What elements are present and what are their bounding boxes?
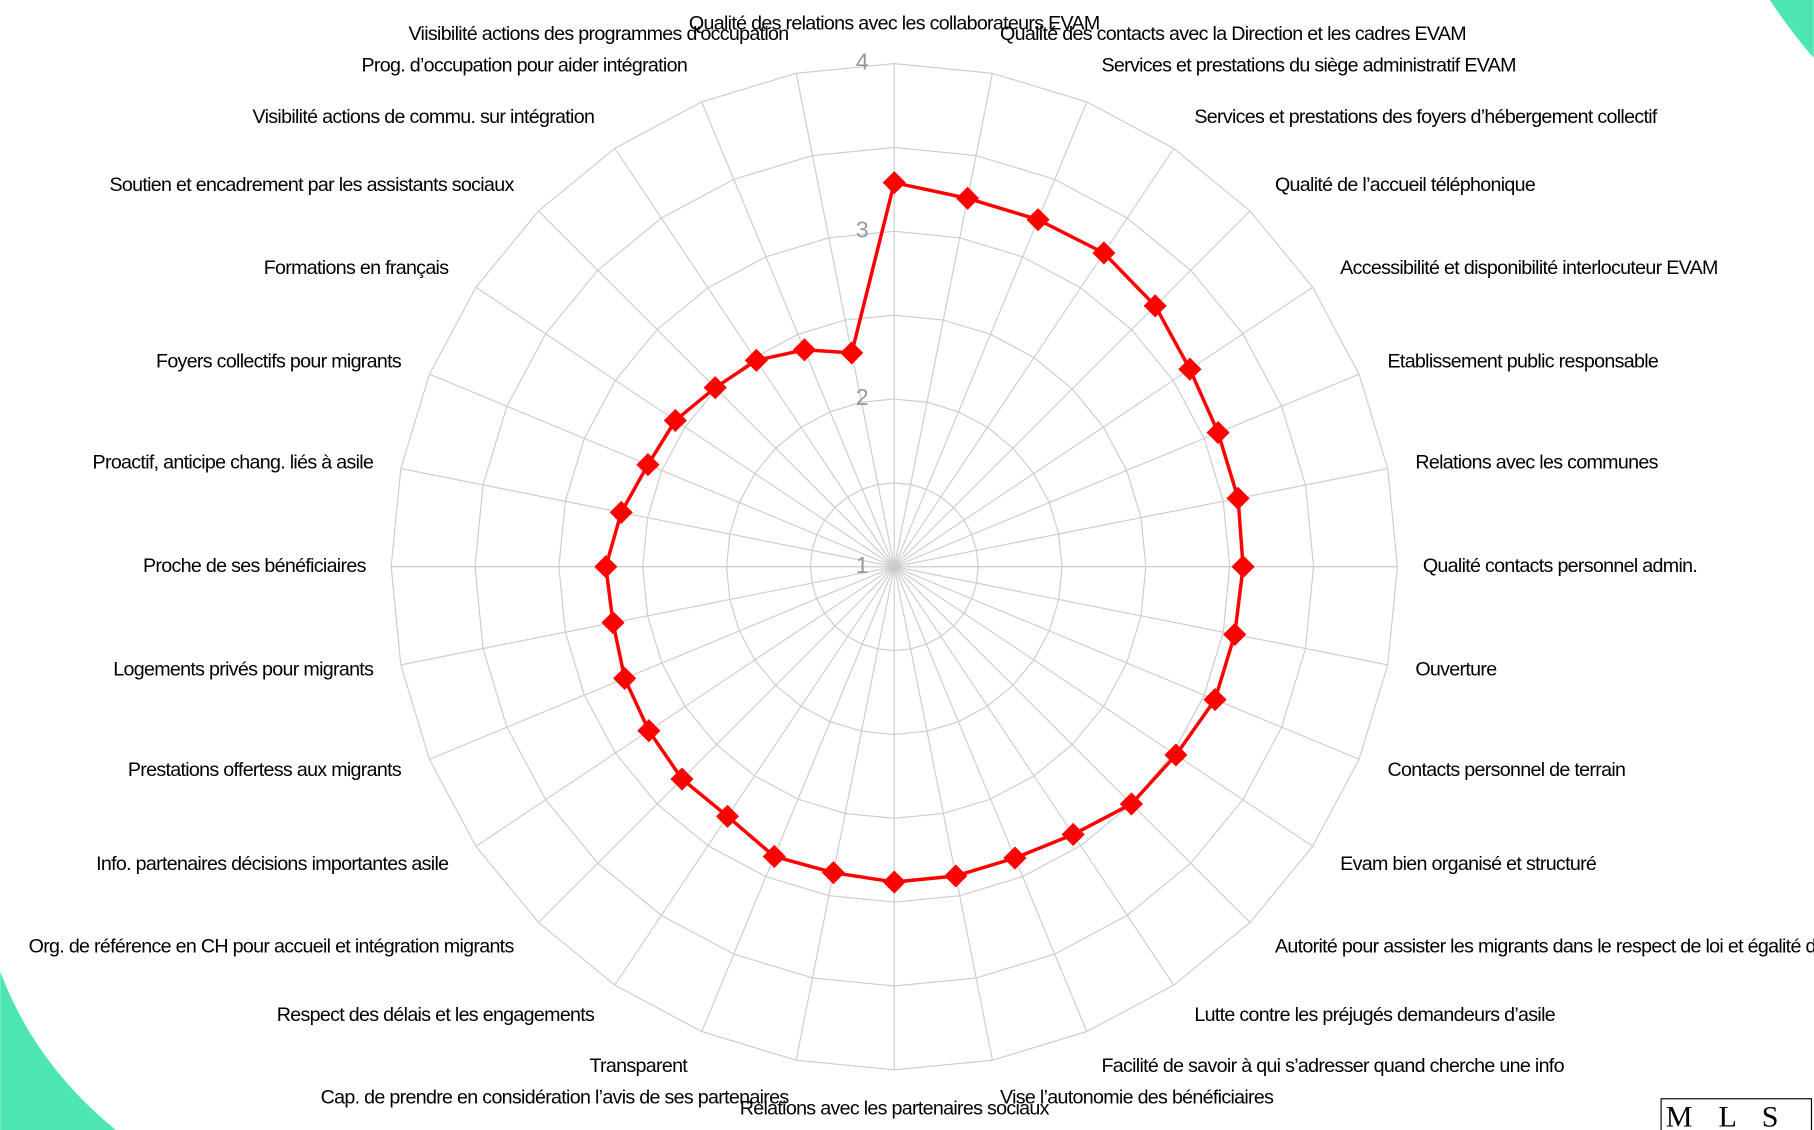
category-label: Ouverture	[1415, 659, 1497, 681]
category-label: Relations avec les communes	[1415, 451, 1658, 473]
data-point	[670, 767, 694, 791]
spoke	[893, 73, 993, 567]
category-label: Facilité de savoir à qui s’adresser quan…	[1101, 1055, 1564, 1077]
data-point	[955, 186, 980, 210]
data-point	[637, 719, 661, 743]
category-label: Qualité des relations avec les collabora…	[689, 12, 1100, 34]
data-point	[594, 555, 618, 579]
category-label: Cap. de prendre en considération l’avis …	[321, 1087, 790, 1109]
data-point	[882, 870, 906, 894]
data-point	[1206, 421, 1230, 445]
spoke	[893, 148, 1175, 568]
category-label: Proactif, anticipe chang. liés à asile	[93, 451, 374, 473]
spoke	[894, 373, 1360, 568]
spoke	[400, 468, 895, 568]
data-point	[944, 864, 968, 888]
data-point	[1223, 622, 1247, 647]
category-label: Foyers collectifs pour migrants	[156, 351, 402, 373]
spoke	[429, 373, 895, 568]
tick-label: 3	[856, 216, 868, 242]
data-point	[882, 171, 906, 195]
category-label: Logements privés pour migrants	[113, 659, 374, 681]
data-point	[609, 500, 633, 524]
data-point	[1003, 846, 1027, 870]
data-point	[821, 861, 845, 885]
category-label: Info. partenaires décisions importantes …	[96, 853, 449, 875]
category-label: Soutien et encadrement par les assistant…	[109, 174, 514, 196]
spoke	[400, 566, 895, 666]
category-label: Formations en français	[264, 257, 450, 279]
spoke	[701, 101, 895, 567]
category-label: Contacts personnel de terrain	[1388, 759, 1626, 781]
data-point	[762, 844, 786, 869]
category-label: Viisibilité actions des programmes d’occ…	[408, 23, 788, 45]
spoke	[893, 566, 993, 1061]
spoke	[894, 566, 1388, 666]
spoke	[893, 566, 1175, 986]
spoke	[538, 566, 895, 923]
data-point	[636, 453, 660, 477]
data-point	[1226, 486, 1250, 510]
category-label: Org. de référence en CH pour accueil et …	[29, 936, 515, 958]
spoke	[429, 566, 895, 760]
spoke	[701, 566, 895, 1032]
tick-label: 2	[856, 384, 868, 410]
tick-label: 1	[856, 552, 868, 578]
logo: M L S	[1666, 1099, 1788, 1130]
category-label: Evam bien organisé et structuré	[1340, 853, 1597, 875]
spoke	[894, 468, 1388, 568]
category-label: Qualité des contacts avec la Direction e…	[1000, 23, 1466, 45]
category-label: Relations avec les partenaires sociaux	[740, 1097, 1050, 1119]
data-point	[663, 408, 687, 433]
category-label: Autorité pour assister les migrants dans…	[1275, 936, 1814, 958]
data-point	[840, 341, 864, 365]
category-label: Services et prestations du siège adminis…	[1101, 55, 1515, 77]
category-label: Etablissement public responsable	[1388, 351, 1659, 373]
data-point	[703, 376, 727, 400]
category-label: Vise l’autonomie des bénéficiaires	[1000, 1087, 1274, 1109]
category-label: Lutte contre les préjugés demandeurs d’a…	[1194, 1004, 1555, 1026]
category-label: Qualité contacts personnel admin.	[1423, 555, 1697, 577]
spoke	[893, 286, 1313, 568]
spoke	[893, 566, 1251, 923]
spoke	[795, 566, 895, 1061]
logo-box	[1660, 1098, 1813, 1130]
spoke	[475, 286, 895, 568]
spoke	[893, 210, 1251, 568]
data-point	[1178, 357, 1202, 381]
data-point	[792, 338, 816, 362]
spoke	[614, 566, 895, 986]
spoke	[795, 73, 895, 567]
category-label: Respect des délais et les engagements	[277, 1004, 595, 1026]
data-point	[1061, 822, 1085, 847]
spoke	[475, 566, 895, 847]
tick-label: 4	[856, 49, 869, 75]
category-label: Proche de ses bénéficiaires	[143, 555, 367, 577]
data-point	[1231, 555, 1255, 579]
category-label: Accessibilité et disponibilité interlocu…	[1340, 257, 1718, 279]
data-point	[613, 666, 637, 690]
category-label: Prestations offertess aux migrants	[128, 759, 402, 781]
spoke	[893, 566, 1088, 1032]
data-line	[604, 180, 1245, 884]
data-point	[1203, 688, 1227, 712]
category-label: Visibilité actions de commu. sur intégra…	[253, 106, 595, 128]
category-label: Qualité de l’accueil téléphonique	[1275, 174, 1536, 196]
corner-decoration	[0, 971, 116, 1130]
spoke	[893, 101, 1088, 567]
data-point	[744, 348, 768, 372]
spoke	[893, 566, 1313, 847]
category-label: Prog. d’occupation pour aider intégratio…	[362, 55, 688, 77]
category-label: Transparent	[589, 1055, 688, 1077]
category-label: Services et prestations des foyers d’héb…	[1194, 106, 1658, 128]
data-point	[601, 611, 625, 635]
data-point	[715, 804, 740, 828]
spoke	[894, 566, 1360, 760]
corner-decoration	[1769, 0, 1814, 58]
data-point	[1026, 208, 1050, 232]
